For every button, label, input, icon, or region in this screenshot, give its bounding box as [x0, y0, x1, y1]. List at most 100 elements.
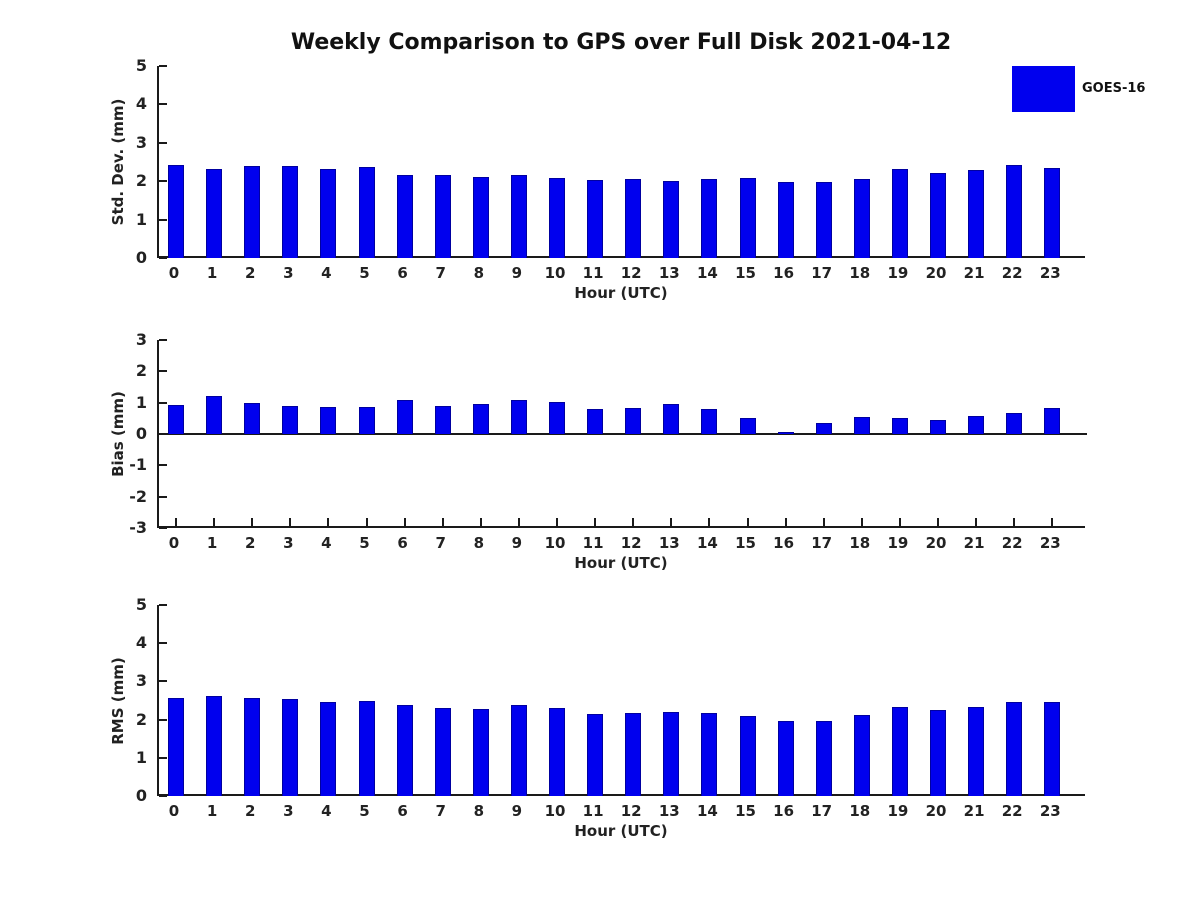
bar-rms-hour-23: [1044, 702, 1061, 796]
x-tick-label-std-dev: 2: [244, 264, 256, 282]
legend-swatch-icon: [1012, 66, 1075, 112]
bar-std-dev-hour-22: [1006, 164, 1023, 258]
bar-std-dev-hour-1: [206, 169, 223, 258]
bar-rms-hour-22: [1006, 701, 1023, 796]
bar-std-dev-hour-4: [320, 168, 337, 258]
x-tick-bias: [289, 518, 292, 526]
bar-std-dev-hour-23: [1044, 168, 1061, 258]
bar-std-dev-hour-18: [853, 178, 870, 258]
bar-rms-hour-2: [244, 697, 261, 796]
x-tick-label-bias: 12: [620, 534, 642, 552]
x-tick-bias: [441, 518, 444, 526]
bar-bias-hour-10: [549, 401, 565, 434]
x-tick-label-bias: 1: [206, 534, 218, 552]
y-tick-rms: [159, 795, 167, 797]
x-tick-label-rms: 22: [1001, 802, 1023, 820]
x-tick-label-bias: 11: [582, 534, 604, 552]
y-tick-label-rms: 1: [135, 747, 147, 767]
y-tick-bias: [159, 464, 167, 467]
bar-std-dev-hour-11: [587, 180, 604, 258]
x-tick-label-rms: 6: [397, 802, 408, 820]
bar-std-dev-hour-13: [663, 180, 680, 258]
x-tick-bias: [746, 518, 749, 526]
bar-rms-hour-9: [510, 705, 527, 796]
y-tick-label-std-dev: 4: [135, 94, 147, 114]
bar-std-dev-hour-2: [244, 166, 261, 258]
x-tick-label-std-dev: 1: [206, 264, 218, 282]
y-tick-label-bias: 0: [135, 424, 147, 443]
x-tick-label-std-dev: 7: [435, 264, 446, 282]
y-tick-bias: [159, 527, 167, 529]
y-tick-bias: [159, 495, 167, 498]
x-tick-label-bias: 5: [359, 534, 370, 552]
x-tick-bias: [670, 518, 673, 526]
y-tick-std-dev: [159, 103, 167, 106]
y-tick-label-bias: 1: [135, 392, 147, 412]
bar-rms-hour-0: [168, 697, 184, 796]
x-tick-label-rms: 23: [1039, 802, 1061, 820]
x-tick-label-bias: 22: [1001, 534, 1023, 552]
x-tick-label-std-dev: 22: [1001, 264, 1023, 282]
x-tick-label-rms: 17: [811, 802, 833, 820]
bar-rms-hour-20: [930, 710, 946, 796]
bar-bias-hour-22: [1006, 412, 1023, 434]
x-tick-label-rms: 20: [925, 802, 947, 820]
x-tick-bias: [632, 518, 635, 526]
x-tick-label-rms: 0: [168, 802, 180, 820]
x-tick-bias: [175, 518, 177, 526]
x-tick-label-rms: 3: [283, 802, 294, 820]
x-tick-label-bias: 15: [735, 534, 756, 552]
x-tick-label-bias: 23: [1039, 534, 1061, 552]
y-axis-label-bias: Bias (mm): [109, 391, 127, 477]
bar-rms-hour-14: [701, 712, 718, 796]
bar-bias-hour-9: [510, 400, 527, 434]
plot-area-std-dev: [157, 65, 1085, 259]
x-tick-label-rms: 19: [887, 802, 909, 820]
bar-rms-hour-6: [396, 705, 413, 796]
y-tick-bias: [159, 339, 167, 341]
x-tick-label-rms: 21: [963, 802, 985, 820]
x-tick-label-std-dev: 19: [887, 264, 909, 282]
bar-rms-hour-1: [206, 696, 223, 796]
x-tick-label-std-dev: 11: [582, 264, 604, 282]
bar-bias-hour-14: [701, 409, 718, 434]
x-tick-label-std-dev: 4: [321, 264, 332, 282]
y-tick-label-std-dev: 2: [135, 171, 147, 191]
x-tick-label-std-dev: 20: [925, 264, 947, 282]
x-tick-bias: [975, 518, 978, 526]
x-tick-label-rms: 1: [206, 802, 218, 820]
bar-bias-hour-16: [777, 432, 794, 434]
bar-bias-hour-11: [587, 408, 604, 434]
x-tick-bias: [898, 518, 901, 526]
bar-rms-hour-18: [853, 715, 870, 796]
legend-label: GOES-16: [1082, 81, 1146, 96]
bar-std-dev-hour-6: [396, 175, 413, 258]
x-tick-label-bias: 6: [397, 534, 408, 552]
bar-rms-hour-10: [549, 708, 565, 796]
y-tick-label-rms: 3: [135, 671, 147, 691]
bar-bias-hour-7: [434, 406, 451, 434]
x-tick-label-bias: 0: [168, 534, 180, 552]
x-tick-label-rms: 7: [435, 802, 446, 820]
x-tick-bias: [517, 518, 520, 526]
x-tick-label-rms: 11: [582, 802, 604, 820]
y-tick-std-dev: [159, 65, 167, 67]
bar-rms-hour-8: [472, 708, 489, 796]
bar-bias-hour-3: [282, 405, 299, 434]
x-tick-label-bias: 3: [283, 534, 294, 552]
bar-bias-hour-17: [815, 422, 832, 434]
bar-std-dev-hour-9: [510, 175, 527, 258]
y-tick-rms: [159, 604, 167, 606]
bar-rms-hour-3: [282, 698, 299, 796]
x-tick-label-std-dev: 5: [359, 264, 370, 282]
bar-rms-hour-16: [777, 720, 794, 796]
x-tick-label-std-dev: 0: [168, 264, 180, 282]
x-axis-label-rms: Hour (UTC): [574, 822, 668, 840]
bar-std-dev-hour-14: [701, 178, 718, 258]
bar-bias-hour-12: [625, 407, 642, 434]
x-tick-label-rms: 9: [511, 802, 523, 820]
x-tick-label-rms: 2: [244, 802, 256, 820]
x-tick-bias: [1051, 518, 1054, 526]
bar-rms-hour-15: [739, 715, 756, 796]
